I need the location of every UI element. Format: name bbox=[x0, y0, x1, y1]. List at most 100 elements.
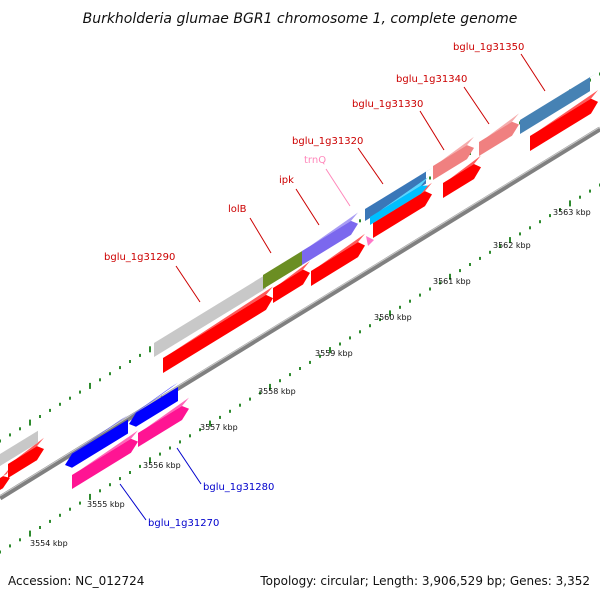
gene-bglu_1g31330[interactable] bbox=[433, 136, 474, 180]
scale-dot-0-8 bbox=[79, 390, 81, 394]
scale-dot-1-50 bbox=[499, 244, 501, 248]
gene-bglu_1g31280-b[interactable] bbox=[138, 397, 189, 447]
scale-dot-1-10 bbox=[99, 489, 101, 493]
scale-dot-0-9 bbox=[89, 382, 91, 389]
scale-dot-0-0 bbox=[0, 439, 1, 443]
scale-dot-1-24 bbox=[239, 403, 241, 407]
gene-label-ipk[interactable]: ipk bbox=[279, 175, 294, 186]
scale-dot-1-37 bbox=[369, 324, 371, 328]
scale-dot-0-10 bbox=[99, 378, 101, 382]
scale-dot-1-5 bbox=[49, 519, 51, 523]
accession-text: Accession: NC_012724 bbox=[8, 574, 145, 588]
scale-dot-1-30 bbox=[299, 367, 301, 370]
scale-dot-0-1 bbox=[9, 433, 11, 437]
cds-forward-5[interactable] bbox=[530, 90, 598, 151]
scale-dot-1-22 bbox=[219, 415, 221, 419]
gene-label-bglu_1g31340[interactable]: bglu_1g31340 bbox=[396, 74, 467, 85]
scale-label-3: 3557 kbp bbox=[200, 423, 238, 432]
gene-trnQ[interactable] bbox=[366, 236, 374, 246]
scale-dot-1-46 bbox=[459, 269, 461, 273]
gene-label-bglu_1g31320[interactable]: bglu_1g31320 bbox=[292, 136, 363, 147]
backbone-highlight-1 bbox=[161, 126, 600, 397]
scale-dot-1-56 bbox=[559, 208, 561, 211]
scale-label-0: 3554 kbp bbox=[30, 539, 68, 548]
gene-lolB[interactable] bbox=[263, 246, 309, 289]
scale-dot-1-29 bbox=[289, 373, 291, 377]
gene-bglu_1g31270-b[interactable] bbox=[129, 382, 178, 427]
gene-bglu_1g31290[interactable] bbox=[154, 270, 273, 357]
leader-line-bglu_1g31290 bbox=[175, 265, 201, 303]
scale-dot-1-39 bbox=[389, 310, 391, 317]
gene-bglu_1g31320-outer[interactable] bbox=[365, 167, 433, 221]
cds-forward-2[interactable] bbox=[311, 233, 365, 286]
gene-label-lolB[interactable]: lolB bbox=[228, 204, 247, 215]
scale-dot-1-28 bbox=[279, 379, 281, 383]
gene-partial-left[interactable] bbox=[0, 426, 45, 466]
leader-line-trnQ bbox=[325, 168, 351, 207]
scale-dot-1-34 bbox=[339, 342, 341, 346]
cds-forward-4[interactable] bbox=[443, 155, 481, 198]
scale-dot-1-40 bbox=[399, 305, 401, 309]
scale-dot-1-18 bbox=[179, 440, 181, 444]
scale-label-4: 3558 kbp bbox=[258, 387, 296, 396]
scale-dot-0-12 bbox=[119, 366, 121, 370]
scale-dot-1-58 bbox=[579, 195, 581, 199]
scale-dot-0-43 bbox=[429, 176, 431, 180]
leader-line-bglu_1g31350 bbox=[520, 53, 546, 92]
map-title: Burkholderia glumae BGR1 chromosome 1, c… bbox=[83, 11, 518, 27]
gene-bglu_1g31280[interactable] bbox=[72, 430, 138, 489]
scale-dot-1-33 bbox=[329, 347, 331, 354]
cds-forward-1[interactable] bbox=[273, 261, 310, 303]
scale-dot-0-7 bbox=[69, 396, 71, 400]
gene-ipk[interactable] bbox=[302, 212, 358, 265]
leader-line-bglu_1g31270 bbox=[119, 483, 147, 521]
gene-label-bglu_1g31290[interactable]: bglu_1g31290 bbox=[104, 252, 175, 263]
scale-dot-1-38 bbox=[379, 318, 381, 322]
cds-forward-0[interactable] bbox=[163, 286, 273, 373]
scale-dot-1-7 bbox=[69, 507, 71, 511]
gene-bglu_1g31320[interactable] bbox=[370, 177, 428, 225]
gene-bglu_1g31350[interactable] bbox=[520, 72, 597, 134]
scale-dot-1-1 bbox=[9, 544, 11, 548]
scale-label-8: 3562 kbp bbox=[493, 241, 531, 250]
scale-dot-1-8 bbox=[79, 501, 81, 505]
scale-dot-1-53 bbox=[529, 226, 531, 230]
gene-label-bglu_1g31350[interactable]: bglu_1g31350 bbox=[453, 42, 524, 53]
feature-tracks bbox=[0, 72, 598, 490]
gene-label-trnQ[interactable]: trnQ bbox=[304, 155, 326, 166]
scale-dot-1-11 bbox=[109, 483, 111, 487]
scale-dot-1-25 bbox=[249, 397, 251, 401]
gene-bglu_1g31350-body bbox=[520, 77, 590, 134]
gene-partial-left-body bbox=[0, 430, 38, 466]
scale-dot-1-17 bbox=[169, 446, 171, 450]
gene-label-bglu_1g31270[interactable]: bglu_1g31270 bbox=[148, 518, 219, 529]
scale-dot-1-41 bbox=[409, 299, 411, 303]
gene-bglu_1g31270[interactable] bbox=[65, 415, 128, 468]
scale-dot-1-6 bbox=[59, 513, 61, 517]
genome-summary-text: Topology: circular; Length: 3,906,529 bp… bbox=[260, 574, 590, 588]
cds-forward-4-body bbox=[443, 163, 481, 198]
cds-forward-left[interactable] bbox=[8, 437, 44, 478]
gene-bglu_1g31340[interactable] bbox=[479, 113, 519, 156]
gene-label-bglu_1g31330[interactable]: bglu_1g31330 bbox=[352, 99, 423, 110]
gene-bglu_1g31320-body bbox=[370, 185, 428, 225]
cds-forward-3-body bbox=[373, 191, 432, 238]
scale-dot-0-4 bbox=[39, 415, 41, 418]
scale-dot-1-51 bbox=[509, 237, 511, 244]
gene-label-bglu_1g31280[interactable]: bglu_1g31280 bbox=[203, 482, 274, 493]
scale-label-5: 3559 kbp bbox=[315, 349, 353, 358]
scale-dot-0-6 bbox=[59, 402, 61, 406]
cds-forward-3[interactable] bbox=[373, 182, 432, 238]
scale-dot-1-59 bbox=[589, 189, 591, 193]
gene-bglu_1g31330-body bbox=[433, 145, 474, 180]
backbone-highlight-0 bbox=[0, 395, 163, 497]
scale-dot-1-31 bbox=[309, 360, 311, 364]
gene-bglu_1g31340-body bbox=[479, 121, 519, 156]
cds-forward-6[interactable] bbox=[0, 467, 10, 490]
cds-forward-0-top bbox=[163, 286, 273, 358]
scale-dot-0-13 bbox=[129, 360, 131, 363]
scale-dot-1-14 bbox=[139, 464, 141, 468]
cds-forward-5-body bbox=[530, 98, 598, 151]
scale-dot-1-44 bbox=[439, 281, 441, 285]
